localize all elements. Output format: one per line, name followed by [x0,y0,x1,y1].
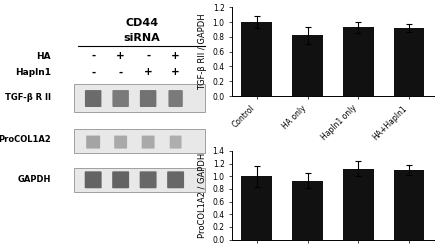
Bar [343,169,374,240]
Text: -: - [146,51,150,61]
Text: Hapln1: Hapln1 [15,68,51,77]
Bar [394,170,424,240]
Text: siRNA: siRNA [124,33,160,43]
Text: CD44: CD44 [125,18,159,28]
Text: HA: HA [36,52,51,61]
FancyBboxPatch shape [170,136,181,149]
FancyBboxPatch shape [140,90,156,107]
Text: GAPDH: GAPDH [18,175,51,184]
FancyBboxPatch shape [85,171,102,188]
FancyBboxPatch shape [169,90,183,107]
FancyBboxPatch shape [167,171,184,188]
Text: ProCOL1A2: ProCOL1A2 [0,135,51,144]
FancyBboxPatch shape [140,171,157,188]
FancyBboxPatch shape [86,136,100,149]
FancyBboxPatch shape [113,90,129,107]
Bar [241,22,272,96]
Bar [292,181,323,240]
FancyBboxPatch shape [85,90,102,107]
FancyBboxPatch shape [74,129,205,152]
Bar [292,36,323,96]
Text: +: + [144,67,152,77]
Text: +: + [171,67,180,77]
Text: +: + [116,51,125,61]
Y-axis label: TGF-β RII / GAPDH: TGF-β RII / GAPDH [198,13,207,90]
FancyBboxPatch shape [141,136,155,149]
FancyBboxPatch shape [112,171,129,188]
Bar [241,176,272,240]
Text: -: - [91,67,95,77]
FancyBboxPatch shape [74,84,205,112]
FancyBboxPatch shape [114,136,127,149]
Bar [394,28,424,96]
FancyBboxPatch shape [74,168,205,192]
Text: +: + [171,51,180,61]
Y-axis label: ProCOL1A2 / GAPDH: ProCOL1A2 / GAPDH [198,153,207,238]
Text: -: - [119,67,123,77]
Text: -: - [91,51,95,61]
Text: TGF-β R II: TGF-β R II [5,93,51,103]
Bar [343,27,374,96]
